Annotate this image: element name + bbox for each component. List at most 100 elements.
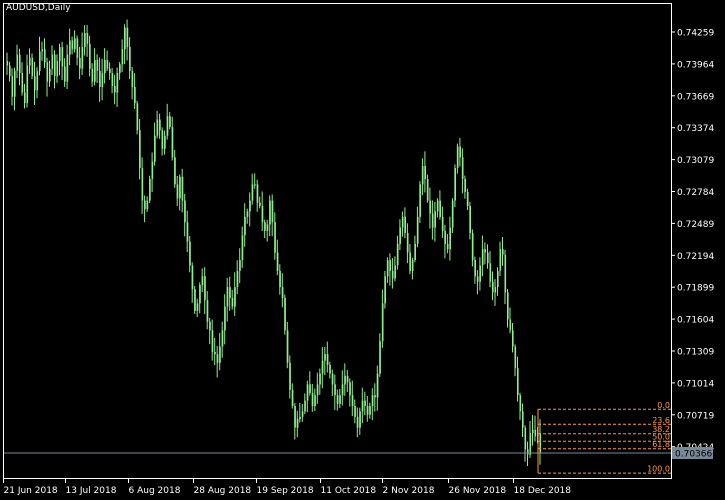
candle-body: [454, 168, 456, 201]
candle-body: [346, 375, 349, 383]
candle-body: [174, 157, 176, 185]
candle-body: [159, 119, 161, 131]
candle-body: [299, 416, 301, 420]
candle-body: [64, 66, 66, 82]
fib-level-label: 100.0: [647, 465, 670, 474]
candle-body: [304, 400, 306, 412]
candle-body: [76, 38, 79, 58]
y-tick-label: 0.73964: [677, 60, 714, 70]
candle-body: [54, 54, 56, 77]
candle-body: [389, 260, 391, 271]
candle-body: [26, 65, 29, 104]
fib-level-label: 38.2: [652, 425, 670, 434]
candle-body: [131, 70, 134, 87]
candle-body: [364, 400, 366, 406]
candle-body: [502, 249, 504, 255]
candle-body: [361, 400, 364, 412]
candle-body: [532, 429, 534, 433]
candle-body: [404, 216, 406, 233]
candle-body: [291, 389, 294, 406]
candle-body: [151, 161, 154, 179]
candle-body: [206, 300, 209, 322]
candle-body: [66, 54, 69, 82]
candle-body: [191, 265, 194, 290]
candle-body: [399, 227, 401, 244]
candle-body: [246, 211, 249, 217]
fibonacci-retracement[interactable]: 0.0 23.638.250.061.8 100.0: [537, 401, 671, 474]
candle-body: [49, 68, 51, 82]
x-tick-label: 19 Sep 2018: [257, 486, 314, 496]
candle-body: [444, 230, 446, 244]
candle-body: [324, 354, 326, 361]
candle-body: [479, 265, 481, 282]
candle-body: [331, 373, 334, 385]
candle-body: [251, 184, 254, 201]
candle-body: [84, 33, 86, 48]
candle-body: [431, 213, 434, 228]
candle-body: [119, 64, 121, 73]
x-tick-label: 28 Aug 2018: [194, 486, 252, 496]
candle-body: [376, 373, 379, 398]
candle-body: [136, 103, 139, 131]
candle-body: [334, 384, 336, 396]
candle-body: [451, 200, 454, 228]
price-badge: [672, 447, 713, 459]
candle-body: [184, 200, 186, 223]
candle-body: [146, 200, 149, 210]
candle-body: [539, 433, 542, 454]
plot-frame: [3, 3, 672, 479]
y-tick-label: 0.73079: [677, 156, 714, 166]
candle-body: [474, 260, 476, 277]
candle-body: [44, 49, 46, 63]
candle-body: [94, 60, 96, 82]
x-tick-label: 21 Jun 2018: [4, 486, 58, 496]
y-tick-label: 0.72489: [677, 220, 714, 230]
y-tick-label: 0.71899: [677, 284, 714, 294]
candle-body: [264, 222, 266, 231]
candle-body: [224, 306, 226, 331]
candle-body: [61, 47, 64, 67]
candle-body: [381, 303, 384, 342]
candle-body: [519, 395, 522, 412]
candle-body: [114, 86, 116, 93]
fib-level-label: 23.6: [652, 416, 670, 425]
candle-body: [459, 146, 461, 158]
candle-body: [351, 395, 354, 406]
candle-body: [359, 411, 361, 428]
candle-body: [507, 292, 509, 320]
candle-body: [534, 429, 537, 437]
candle-body: [29, 57, 31, 66]
candle-body: [274, 222, 276, 253]
candle-body: [394, 265, 396, 279]
candle-body: [164, 135, 166, 149]
candle-body: [71, 40, 74, 50]
y-tick-label: 0.70719: [677, 411, 714, 421]
x-axis: 21 Jun 2018 13 Jul 2018 6 Aug 2018 28 Aug 2…: [3, 478, 571, 496]
fib-level-label: 0.0: [657, 401, 670, 410]
candle-body: [116, 73, 119, 93]
candle-body: [281, 287, 284, 298]
candle-body: [497, 270, 499, 288]
candle-body: [524, 427, 527, 450]
candle-body: [356, 416, 359, 428]
fib-level-label: 50.0: [652, 433, 670, 442]
candle-body: [214, 352, 216, 355]
candle-body: [311, 393, 314, 407]
y-tick-label: 0.71014: [677, 379, 714, 389]
candle-body: [74, 38, 76, 50]
candle-body: [211, 330, 214, 352]
candle-body: [91, 68, 94, 82]
candle-body: [329, 364, 331, 374]
candle-body: [441, 216, 444, 231]
candle-body: [517, 368, 519, 396]
candle-body: [229, 287, 231, 298]
candle-body: [344, 375, 346, 385]
candle-body: [289, 362, 291, 390]
y-tick-label: 0.72784: [677, 188, 714, 198]
candle-body: [106, 60, 109, 69]
candle-body: [309, 384, 311, 394]
candle-body: [14, 70, 16, 97]
candle-body: [314, 395, 316, 406]
candle-body: [429, 200, 431, 214]
candle-body: [336, 395, 339, 404]
